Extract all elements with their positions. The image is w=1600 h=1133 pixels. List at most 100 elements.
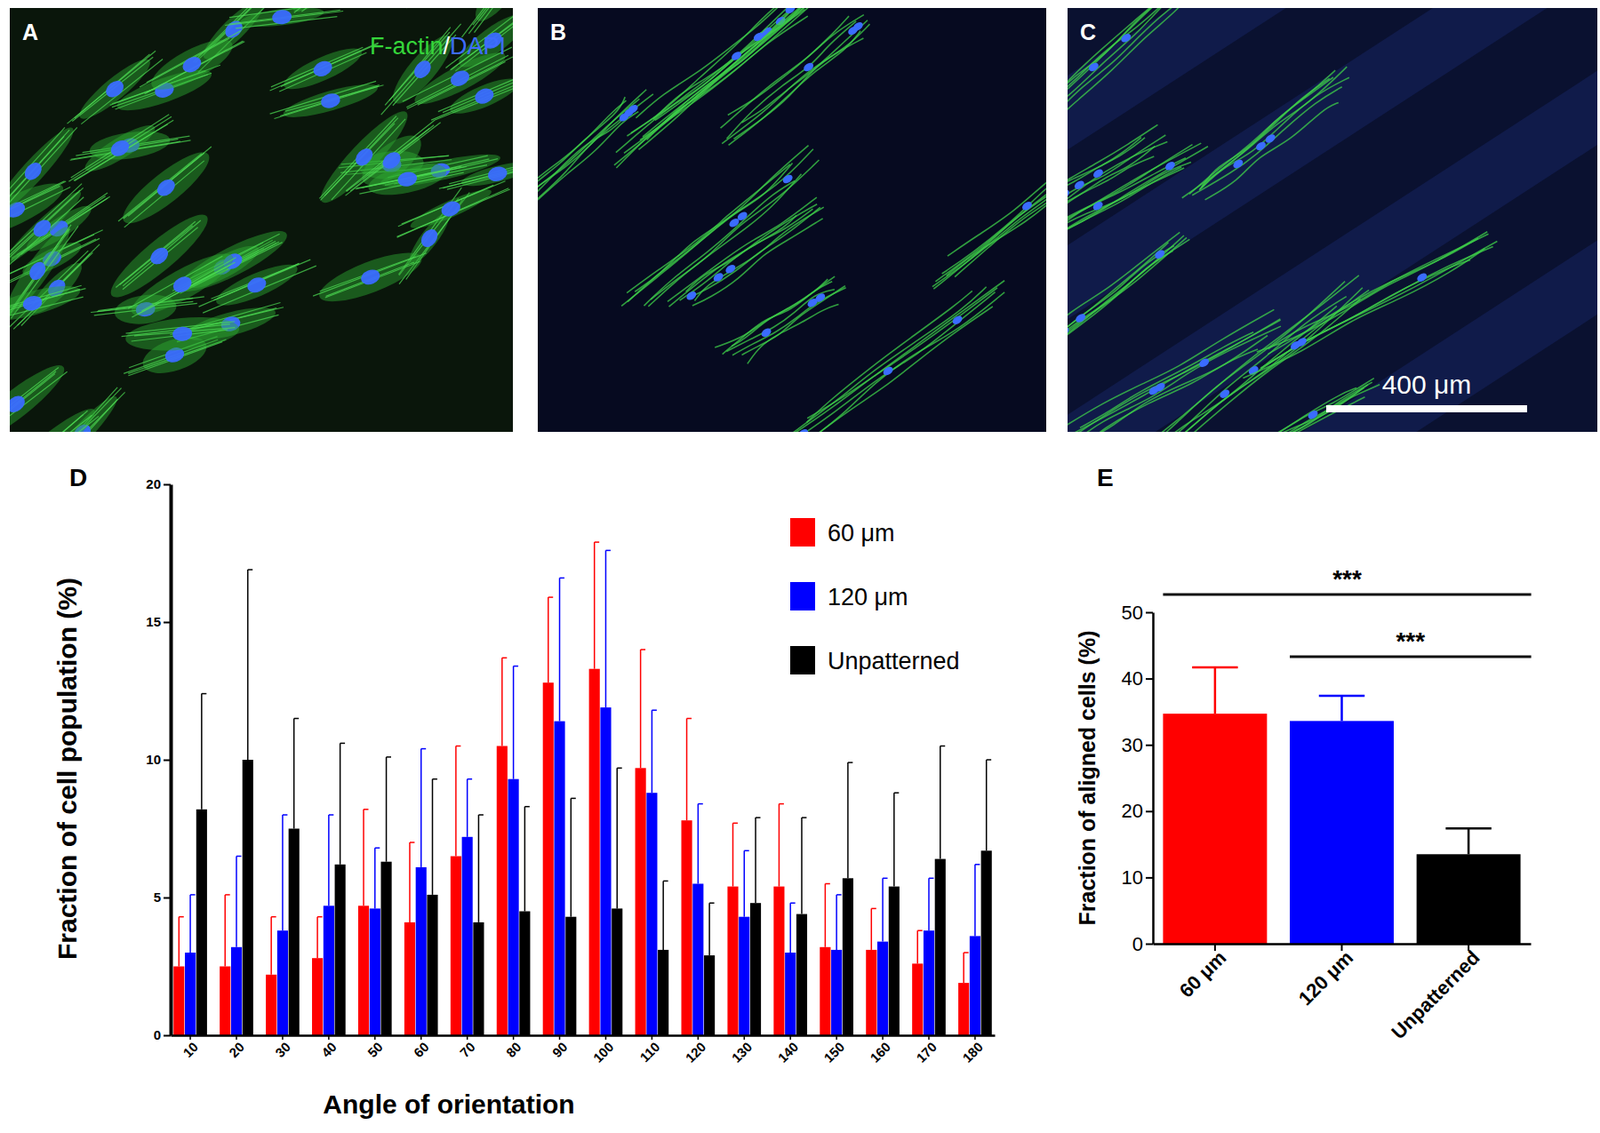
actin-fiber [273,86,380,119]
actin-fiber [947,111,1047,257]
nucleus [21,294,44,313]
nucleus [1153,248,1167,260]
error-bar-cap [605,550,610,552]
stain-legend: F-actin/DAPI [369,32,506,60]
nucleus [30,216,55,241]
nucleus [796,427,809,432]
micrograph-content [1067,8,1598,432]
cell [135,24,252,104]
error-bar-cap [963,952,968,954]
tick-mark [163,897,171,900]
tick-label: Unpatterned [1386,946,1484,1044]
error-bar-stem [559,577,561,721]
nucleus [1163,160,1176,172]
y-axis: 01020304050 [1121,601,1154,956]
nucleus [1091,168,1104,180]
error-bar-cap [524,806,529,808]
nucleus [626,103,640,115]
error-bar-stem [1214,667,1217,714]
bar [750,903,761,1036]
actin-fiber [1144,296,1347,432]
nucleus [359,266,383,288]
nucleus [784,8,797,16]
error-bar-cap [248,568,253,571]
error-bar [421,749,426,868]
nucleus [846,24,859,37]
nucleus [1254,140,1267,152]
error-bar-stem [466,779,469,838]
micrograph-content [9,8,513,432]
error-bar [778,804,784,888]
error-bar [963,952,968,984]
cell-body [72,52,156,127]
tick-mark [163,622,171,624]
error-bar [1192,667,1238,714]
actin-fiber [933,127,1047,289]
error-bar-cap [317,916,322,919]
tick-label: 50 [1121,601,1144,624]
tick: 170 [912,1035,940,1066]
actin-fiber [680,208,814,301]
error-bar-cap [560,577,565,580]
actin-fiber [722,281,833,355]
significance: *** [1289,627,1532,657]
error-bar [271,917,276,976]
error-bar-cap [917,929,922,932]
error-bar-stem [593,542,596,670]
error-bar [801,817,807,915]
actin-fiber [122,160,206,228]
actin-fiber [1067,245,1175,367]
scale-bar [1326,405,1528,413]
cell [308,240,433,313]
tick: 0 [153,1027,171,1043]
actin-fiber [1267,238,1479,354]
micrograph: C400 μm [816,0,1600,649]
actin-fiber [1242,248,1485,379]
actin-fiber [742,286,846,356]
tick-label: 110 [636,1039,663,1065]
actin-fiber [1261,246,1494,369]
bar [819,947,831,1036]
legend-label: 120 μm [827,584,909,611]
cell-body [9,356,72,432]
series [196,569,992,1036]
tick-label: 15 [145,614,161,630]
actin-fiber [1067,146,1155,226]
bar [277,930,288,1036]
actin-fiber [788,287,987,432]
tick-label: 60 μm [1175,946,1232,1003]
error-bar-stem [247,569,249,760]
error-bar-stem [939,746,942,860]
actin-fiber [1067,8,1206,107]
error-bar [282,815,288,931]
bar [704,955,715,1036]
tick: 10 [145,752,171,768]
tick-label: 5 [153,889,161,905]
actin-fiber [1067,232,1180,367]
nucleus [170,273,195,296]
tick: 140 [774,1035,801,1066]
error-bar-cap [1192,666,1238,670]
nucleus [1306,408,1320,421]
error-bar-cap [294,718,299,720]
error-bar-cap [409,841,415,844]
error-bar-stem [362,809,365,907]
error-bar [560,577,565,721]
actin-fiber [650,160,819,300]
error-bar-cap [502,657,507,660]
actin-fiber [312,252,427,297]
error-bar [744,850,749,917]
bar [935,859,946,1036]
panel-label: D [69,464,88,492]
bar [416,867,427,1036]
figure: AF-actin/DAPIBC400 μmD051015201020304050… [0,0,1600,1133]
actin-fiber [417,59,506,107]
actin-fiber [145,31,241,83]
actin-fiber [9,129,71,210]
panel-label: E [1096,464,1114,492]
legend-label: 60 μm [827,520,896,547]
tick-label: 20 [1121,800,1144,823]
tick-label: 170 [912,1039,940,1066]
cell [286,8,396,21]
cell [62,45,165,136]
